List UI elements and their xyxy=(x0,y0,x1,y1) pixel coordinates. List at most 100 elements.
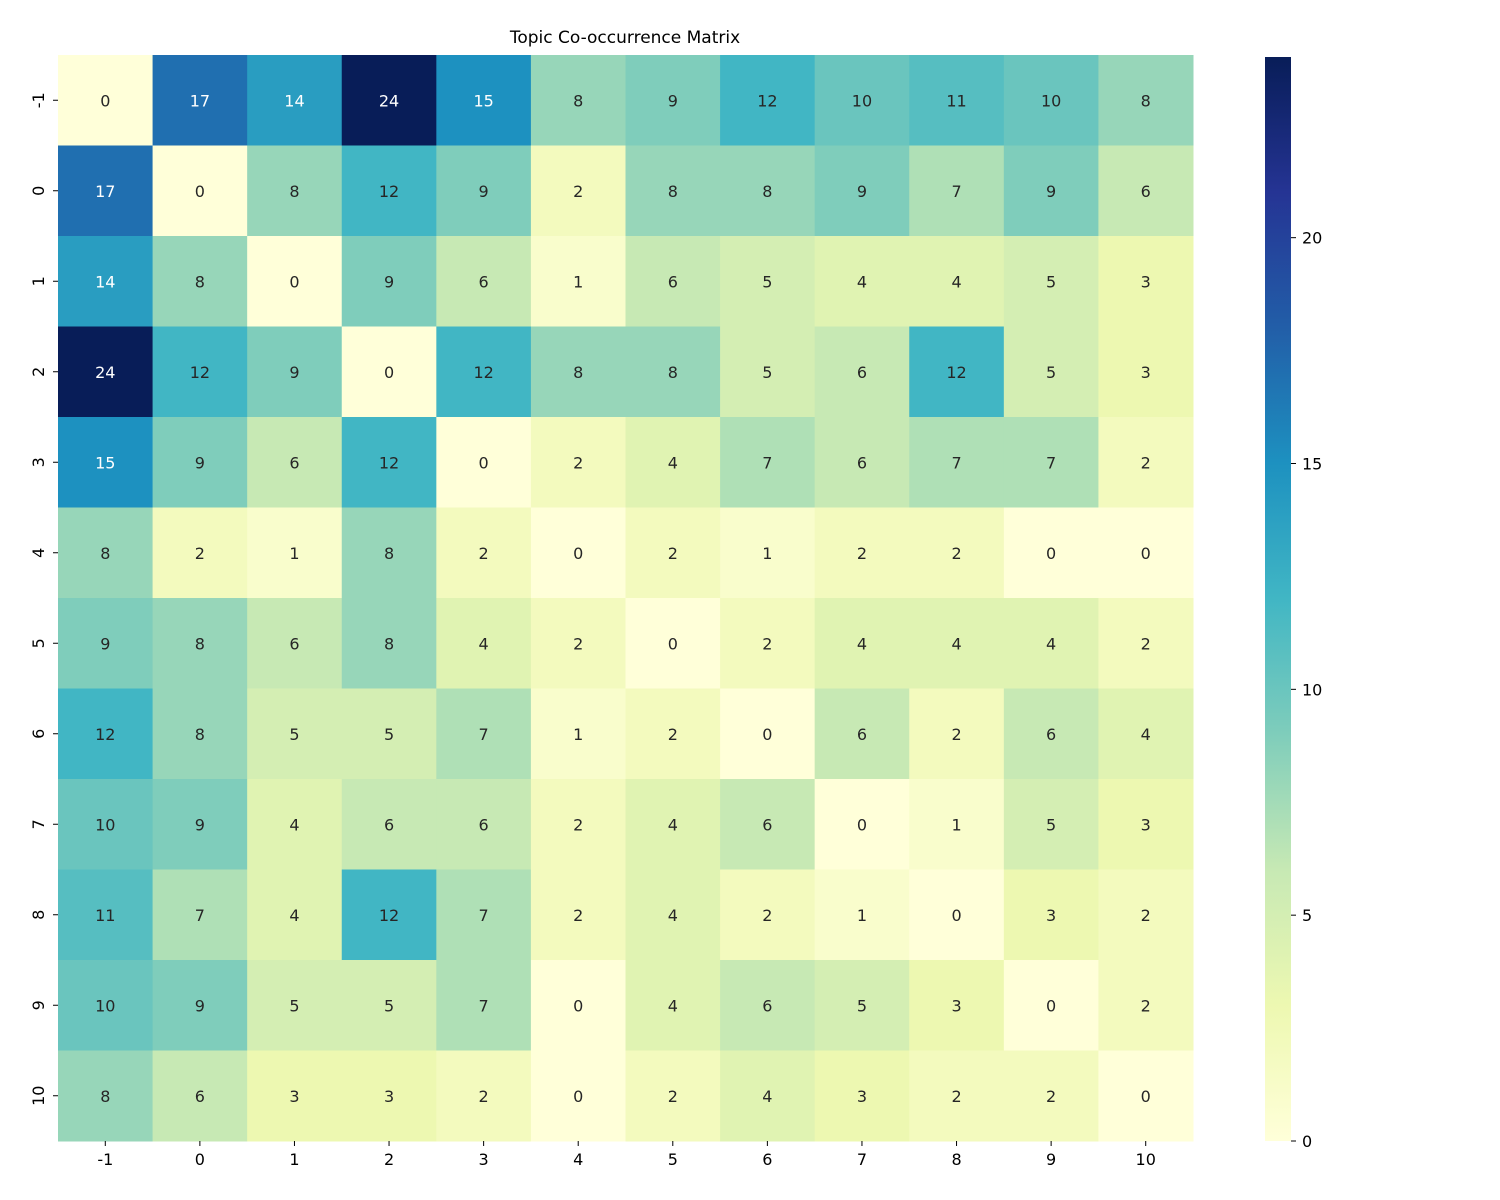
heatmap-cell xyxy=(247,1050,343,1142)
cell-value-label: 2 xyxy=(951,544,961,563)
cell-value-label: 6 xyxy=(762,815,772,834)
heatmap-cell xyxy=(1003,145,1099,237)
cell-value-label: 4 xyxy=(857,634,867,653)
heatmap-cell xyxy=(247,145,343,237)
cell-value-label: 8 xyxy=(668,182,678,201)
cell-value-label: 6 xyxy=(857,363,867,382)
cell-value-label: 5 xyxy=(762,363,772,382)
cell-value-label: 2 xyxy=(479,1087,489,1106)
cell-value-label: 6 xyxy=(1141,182,1151,201)
heatmap-cell xyxy=(436,326,532,418)
heatmap-cell xyxy=(720,417,816,508)
cell-value-label: 7 xyxy=(479,996,489,1015)
cell-value-label: 0 xyxy=(289,272,299,291)
cell-value-label: 4 xyxy=(1141,725,1151,744)
x-tick-label: 6 xyxy=(762,1150,772,1169)
y-tick-label: 3 xyxy=(29,457,48,467)
heatmap-cell xyxy=(625,688,721,780)
cell-value-label: 3 xyxy=(1046,906,1056,925)
heatmap-cell xyxy=(58,507,154,599)
x-tick-label: 8 xyxy=(951,1150,961,1169)
cell-value-label: 1 xyxy=(762,544,772,563)
cell-value-label: 7 xyxy=(762,453,772,472)
heatmap-cell xyxy=(1098,688,1194,780)
cell-value-label: 0 xyxy=(857,815,867,834)
heatmap-cell xyxy=(341,779,437,870)
heatmap-cell xyxy=(909,1050,1005,1142)
heatmap-cell xyxy=(909,598,1005,689)
cell-value-label: 8 xyxy=(100,544,110,563)
cell-value-label: 9 xyxy=(289,363,299,382)
cell-value-label: 0 xyxy=(573,996,583,1015)
cell-value-label: 12 xyxy=(379,182,399,201)
heatmap-cell xyxy=(720,236,816,327)
heatmap-cell xyxy=(625,598,721,689)
cell-value-label: 8 xyxy=(289,182,299,201)
cell-value-label: 9 xyxy=(195,453,205,472)
y-tick-label: 10 xyxy=(29,1086,48,1106)
cell-value-label: 15 xyxy=(95,453,115,472)
cell-value-label: 4 xyxy=(289,815,299,834)
heatmap-cell xyxy=(247,55,343,146)
cell-value-label: 2 xyxy=(1141,906,1151,925)
cell-value-label: 0 xyxy=(479,453,489,472)
heatmap-cell xyxy=(909,779,1005,870)
heatmap-cell xyxy=(530,688,626,780)
heatmap-cell xyxy=(436,960,532,1051)
cell-value-label: 17 xyxy=(95,182,115,201)
cell-value-label: 10 xyxy=(95,815,115,834)
heatmap-cell xyxy=(530,869,626,961)
heatmap-cell xyxy=(58,598,154,689)
cell-value-label: 2 xyxy=(668,1087,678,1106)
cell-value-label: 8 xyxy=(384,544,394,563)
cell-value-label: 2 xyxy=(573,906,583,925)
heatmap-cell xyxy=(720,869,816,961)
cell-value-label: 0 xyxy=(573,1087,583,1106)
cell-value-label: 7 xyxy=(951,182,961,201)
heatmap-cell xyxy=(625,417,721,508)
heatmap-cell xyxy=(58,55,154,146)
heatmap-cell xyxy=(341,417,437,508)
cell-value-label: 4 xyxy=(668,906,678,925)
cell-value-label: 8 xyxy=(195,272,205,291)
cell-value-label: 0 xyxy=(100,91,110,110)
heatmap-cell xyxy=(1098,869,1194,961)
cell-value-label: 0 xyxy=(668,634,678,653)
heatmap-cell xyxy=(909,145,1005,237)
cell-value-label: 14 xyxy=(284,91,304,110)
cell-value-label: 1 xyxy=(857,906,867,925)
x-tick-label: -1 xyxy=(97,1150,113,1169)
heatmap-cell xyxy=(625,1050,721,1142)
heatmap-cell xyxy=(436,417,532,508)
cell-value-label: 12 xyxy=(379,453,399,472)
cell-value-label: 12 xyxy=(473,363,493,382)
cell-value-label: 5 xyxy=(289,996,299,1015)
heatmap-cell xyxy=(814,688,910,780)
heatmap-cell xyxy=(814,55,910,146)
heatmap-cell xyxy=(909,236,1005,327)
colorbar-tick-label: 5 xyxy=(1302,906,1312,925)
y-tick-label: 9 xyxy=(29,1000,48,1010)
cell-value-label: 9 xyxy=(100,634,110,653)
heatmap-cell xyxy=(1098,779,1194,870)
x-tick-label: 1 xyxy=(289,1150,299,1169)
cell-value-label: 3 xyxy=(857,1087,867,1106)
y-tick-label: 1 xyxy=(29,276,48,286)
cell-value-label: 6 xyxy=(289,453,299,472)
cell-value-label: 4 xyxy=(762,1087,772,1106)
cell-value-label: 3 xyxy=(384,1087,394,1106)
heatmap-cell xyxy=(720,507,816,599)
y-tick-label: 8 xyxy=(29,910,48,920)
heatmap-cell xyxy=(1003,236,1099,327)
cell-value-label: 4 xyxy=(289,906,299,925)
heatmap-cell xyxy=(530,55,626,146)
heatmap-cell xyxy=(1098,598,1194,689)
heatmap-cell xyxy=(341,145,437,237)
cell-value-label: 6 xyxy=(479,815,489,834)
cell-value-label: 6 xyxy=(289,634,299,653)
heatmap-cell xyxy=(625,960,721,1051)
cell-value-label: 5 xyxy=(1046,815,1056,834)
heatmap-cell xyxy=(436,598,532,689)
cell-value-label: 5 xyxy=(384,996,394,1015)
